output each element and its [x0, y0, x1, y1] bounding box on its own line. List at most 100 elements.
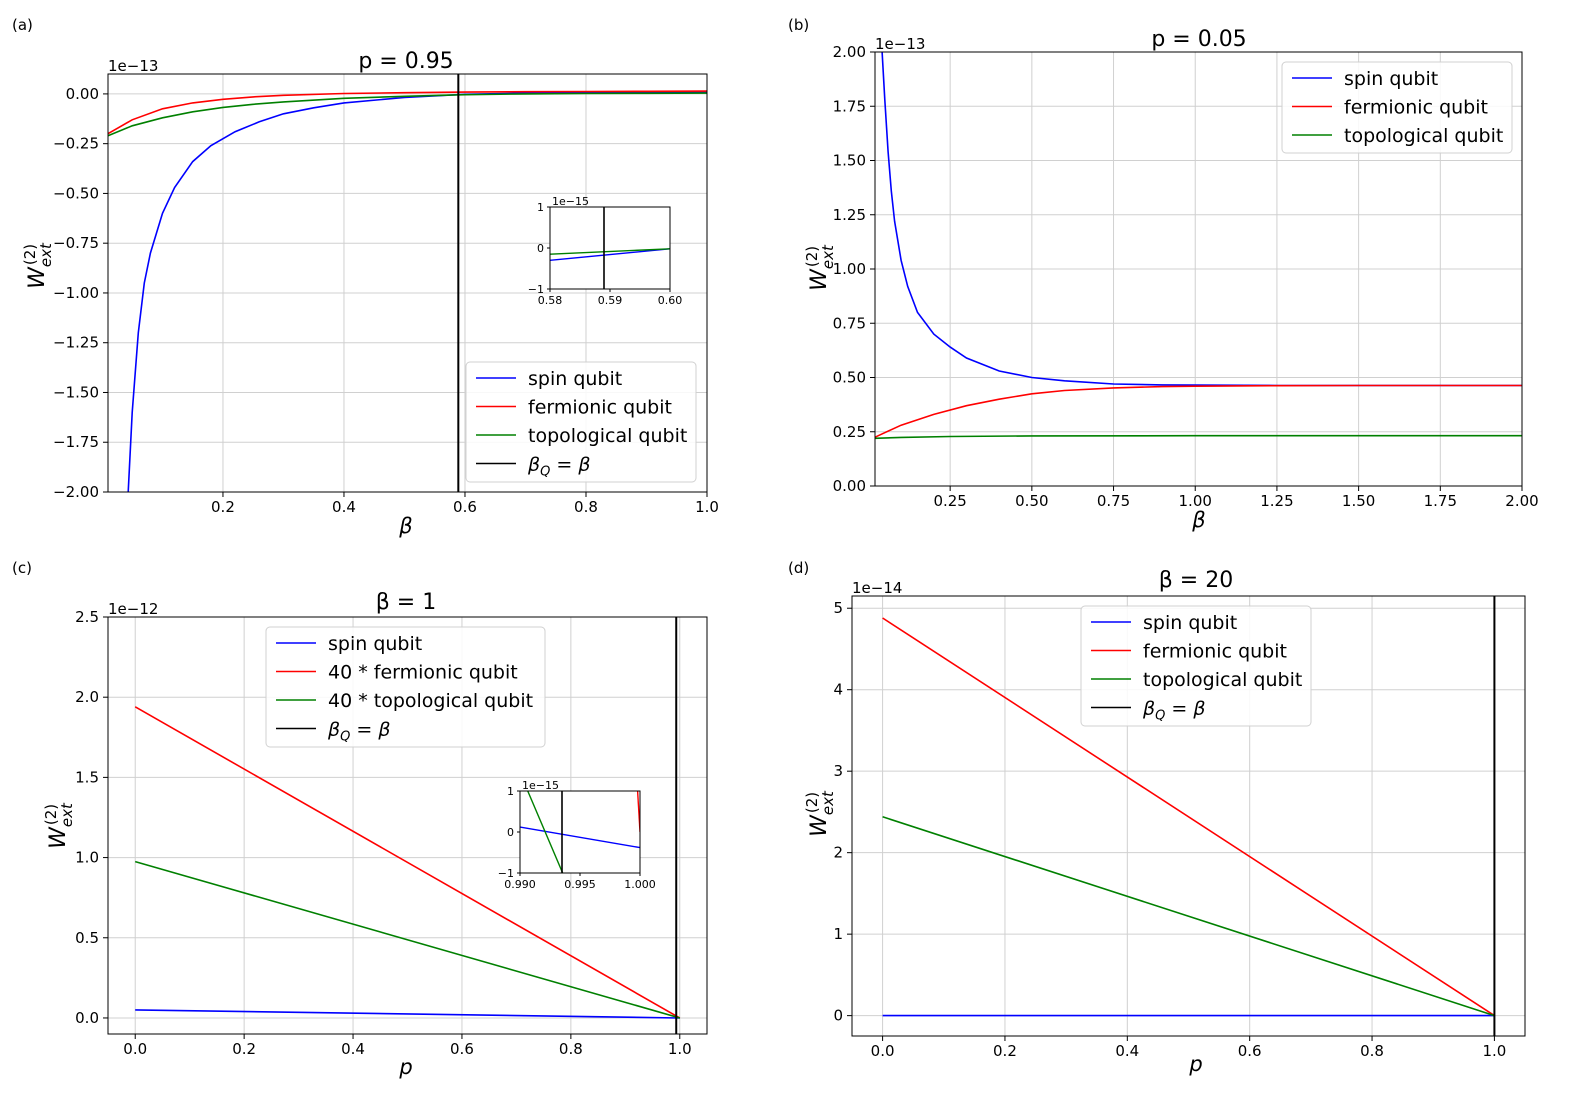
inset-x-tick-label: 1.000: [624, 878, 656, 891]
y-tick-label: −0.25: [53, 135, 99, 153]
axes-frame: [874, 51, 1523, 487]
x-tick-label: 0.4: [332, 498, 356, 516]
axes-frame: [107, 616, 708, 1035]
y-tick-label: 0.00: [66, 85, 99, 103]
x-tick-label: 0.50: [1015, 492, 1048, 510]
y-exponent: 1e−13: [875, 35, 925, 53]
y-tick-label: 0: [833, 1007, 843, 1025]
inset-series: [520, 826, 640, 849]
x-tick-label: 0.2: [211, 498, 235, 516]
panel-label: (d): [788, 559, 809, 577]
chart-title: β = 1: [376, 590, 436, 615]
x-tick-label: 0.75: [1097, 492, 1130, 510]
inset-y-exponent: 1e−15: [552, 195, 589, 208]
legend-label: spin qubit: [528, 368, 622, 390]
y-tick-label: −0.75: [53, 234, 99, 252]
inset-x-tick-label: 0.58: [538, 294, 563, 307]
y-exponent: 1e−12: [108, 600, 158, 618]
series-spin-qubit: [881, 52, 1522, 387]
legend-label: topological qubit: [1143, 669, 1302, 691]
series-40-topological-qubit: [134, 860, 681, 1019]
y-tick-label: 0.5: [75, 929, 99, 947]
y-tick-label: 1.50: [833, 152, 866, 170]
legend-label: 40 * fermionic qubit: [328, 662, 518, 684]
x-tick-label: 0.0: [123, 1040, 147, 1058]
series-fermionic-qubit: [108, 90, 707, 135]
panel-a: (a) 0.2 0.4 0.6 0.8 1.0 0.00 −0.25 −0.50 −0.75 −1.…: [12, 16, 719, 538]
legend-label: fermionic qubit: [1344, 97, 1488, 119]
legend-box: [265, 626, 546, 748]
y-tick-label: 2.0: [75, 688, 99, 706]
legend: spin qubit 40 * fermionic qubit 40 * topol…: [265, 626, 546, 748]
y-tick-label: −0.50: [53, 184, 99, 202]
series-group: [108, 74, 707, 492]
legend-label: topological qubit: [528, 425, 687, 447]
y-tick-label: 1.00: [833, 260, 866, 278]
x-axis-label: p: [398, 1055, 412, 1079]
series-topological-qubit: [108, 92, 707, 137]
legend-label: βQ = β: [527, 454, 591, 480]
legend-box: [1080, 605, 1312, 727]
x-axis-label: β: [1191, 508, 1205, 532]
y-tick-label: −1.50: [53, 383, 99, 401]
y-tick-label: 0.50: [833, 369, 866, 387]
x-axis-label: p: [1188, 1052, 1202, 1076]
series-group: [875, 52, 1522, 440]
y-tick-label: 1: [833, 925, 843, 943]
y-tick-label: −1.25: [53, 334, 99, 352]
x-tick-label: 1.75: [1424, 492, 1457, 510]
series-spin-qubit: [135, 1009, 680, 1019]
y-tick-label: 1.75: [833, 97, 866, 115]
inset-x-tick-label: 0.995: [564, 878, 596, 891]
y-axis-label: Wext(2): [803, 244, 837, 291]
y-axis-label: Wext(2): [42, 802, 76, 849]
x-tick-label: 0.2: [993, 1042, 1017, 1060]
x-tick-label: 0.0: [871, 1042, 895, 1060]
x-tick-label: 0.8: [574, 498, 598, 516]
inset-x-tick-label: 0.59: [598, 294, 623, 307]
inset-y-tick-label: 0: [507, 826, 514, 839]
panel-d: (d) 0.0 0.2 0.4 0.6 0.8 1.0 0 1 2 3 4 5 1e−14 β = 20 p W…: [788, 559, 1526, 1076]
y-tick-label: 0.25: [833, 423, 866, 441]
inset-y-tick-label: −1: [528, 283, 544, 296]
series-fermionic-qubit: [882, 617, 1495, 1017]
inset-plot: 0.990 0.995 1.000 1 0 −1 1e−15: [498, 779, 656, 891]
inset-y-tick-label: 0: [537, 242, 544, 255]
x-axis-label: β: [398, 514, 412, 538]
x-tick-label: 1.50: [1342, 492, 1375, 510]
y-tick-label: −1.75: [53, 433, 99, 451]
x-tick-label: 1.00: [1179, 492, 1212, 510]
y-tick-label: 4: [833, 681, 843, 699]
inset-series-group: [550, 207, 670, 289]
inset-series: [526, 791, 564, 873]
legend-box: [465, 361, 697, 483]
x-tick-label: 0.8: [559, 1040, 583, 1058]
series-group: [134, 617, 681, 1034]
y-tick-label: 0.0: [75, 1009, 99, 1027]
series-topological-qubit: [875, 434, 1522, 440]
inset-y-exponent: 1e−15: [522, 779, 559, 792]
legend: spin qubit fermionic qubit topological qub…: [465, 361, 697, 483]
inset-y-tick-label: 1: [507, 785, 514, 798]
y-tick-label: 0.00: [833, 477, 866, 495]
y-tick-label: 2.5: [75, 608, 99, 626]
legend-label: 40 * topological qubit: [328, 690, 533, 712]
series-fermionic-qubit: [875, 384, 1522, 438]
legend: spin qubit fermionic qubit topological qub…: [1080, 605, 1312, 727]
legend-label: fermionic qubit: [1143, 641, 1287, 663]
panel-label: (b): [788, 16, 809, 34]
x-tick-label: 0.6: [450, 1040, 474, 1058]
y-tick-label: 3: [833, 762, 843, 780]
y-tick-label: 2: [833, 844, 843, 862]
axes-frame: [107, 73, 708, 493]
y-tick-label: 0.75: [833, 314, 866, 332]
panel-c: (c) 0.0 0.2 0.4 0.6 0.8 1.0 0.0 0.5 1.0 1.5 2.0 2.5 1…: [12, 559, 708, 1079]
x-tick-label: 1.0: [1482, 1042, 1506, 1060]
series-topological-qubit: [882, 816, 1495, 1017]
y-axis-label: Wext(2): [803, 790, 837, 837]
y-tick-label: 1.5: [75, 768, 99, 786]
inset-y-tick-label: 1: [537, 201, 544, 214]
chart-title: p = 0.95: [358, 49, 453, 74]
legend-label: spin qubit: [328, 633, 422, 655]
